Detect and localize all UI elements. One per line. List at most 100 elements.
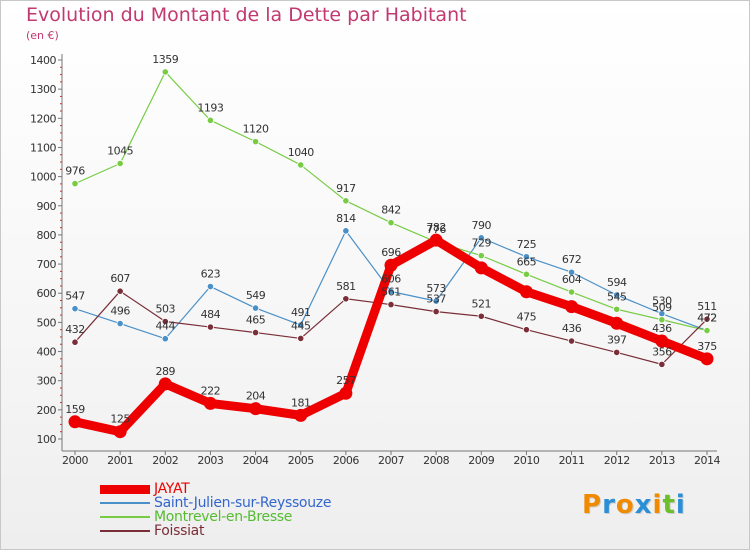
legend-swatch [100,484,150,494]
data-point [297,161,305,169]
data-label: 725 [517,238,537,251]
data-point [477,252,485,260]
data-label: 842 [381,204,401,217]
y-tick-label: 1300 [30,83,56,96]
data-label: 436 [652,322,672,335]
data-point [613,291,621,299]
data-point [703,315,711,323]
data-point [71,338,79,346]
data-point [477,312,485,320]
data-label: 606 [381,272,401,285]
data-label: 445 [291,319,311,332]
data-label: 547 [65,290,85,303]
y-tick-label: 500 [37,316,57,329]
data-label: 672 [562,253,582,266]
data-point [522,326,531,334]
data-point [384,258,398,272]
data-point [700,352,714,366]
logo-letter: i [652,490,663,520]
data-point [297,334,305,343]
data-point [342,227,350,235]
data-point [519,285,533,299]
data-label: 257 [336,374,356,387]
data-point [567,337,576,345]
logo-letter: t [662,490,676,520]
x-tick-label: 2010 [513,454,539,467]
x-tick-label: 2003 [197,454,223,467]
data-label: 475 [517,311,537,324]
y-tick-label: 1000 [30,171,56,184]
data-label: 511 [697,300,717,313]
data-point [658,360,666,368]
data-label: 814 [336,212,356,225]
y-tick-label: 300 [37,375,57,388]
legend-label: JAYAT [154,481,190,497]
x-tick-label: 2009 [468,454,494,467]
data-point [161,317,169,326]
data-point [206,282,215,291]
data-label: 729 [472,237,492,250]
legend-label: Saint-Julien-sur-Reyssouze [154,495,332,511]
chart-title: Evolution du Montant de la Dette par Hab… [26,4,467,26]
data-point [161,335,169,343]
legend-label: Foissiat [154,523,205,539]
data-label: 782 [426,221,446,234]
data-point [387,301,395,309]
y-tick-label: 900 [37,200,57,213]
x-tick-label: 2012 [604,454,630,467]
data-point [432,307,440,316]
logo-letter: x [634,490,653,520]
data-label: 573 [426,282,446,295]
data-label: 496 [110,305,130,318]
data-point [161,68,169,76]
data-point [432,297,440,305]
data-label: 484 [201,308,221,321]
y-tick-label: 600 [37,287,57,300]
data-point [474,261,488,275]
data-label: 397 [607,333,627,346]
y-tick-label: 100 [37,433,57,446]
y-tick-label: 1200 [30,112,56,125]
y-tick-label: 400 [37,346,57,359]
data-label: 375 [697,340,717,353]
data-label: 1040 [288,146,314,159]
data-point [251,138,260,146]
data-label: 181 [291,396,311,409]
data-point [613,348,621,357]
x-tick-label: 2004 [243,454,269,467]
x-tick-label: 2011 [559,454,585,467]
data-point [703,326,711,335]
data-point [297,321,305,329]
x-tick-label: 2013 [649,454,675,467]
data-label: 530 [652,295,672,308]
data-point [339,386,353,400]
data-label: 436 [562,322,582,335]
data-point [251,304,260,312]
data-point [567,268,576,276]
proxiti-logo: Proxiti [582,490,686,520]
x-tick-label: 2000 [62,454,88,467]
data-point [158,377,172,391]
data-label: 976 [65,165,85,178]
data-label: 604 [562,273,582,286]
data-label: 222 [201,384,221,397]
data-point [116,287,124,295]
data-point [203,396,217,410]
data-point [294,408,308,422]
data-label: 696 [381,246,401,259]
data-label: 776 [426,223,446,236]
data-label: 1045 [107,144,133,157]
y-tick-label: 700 [37,258,57,271]
data-label: 545 [607,290,627,303]
data-label: 537 [426,293,446,306]
data-point [116,159,124,168]
data-point [113,425,127,439]
data-label: 607 [110,272,130,285]
x-tick-label: 2002 [152,454,178,467]
logo-letter: o [615,490,635,520]
data-point [477,234,485,242]
data-point [429,233,443,247]
data-label: 790 [472,219,492,232]
